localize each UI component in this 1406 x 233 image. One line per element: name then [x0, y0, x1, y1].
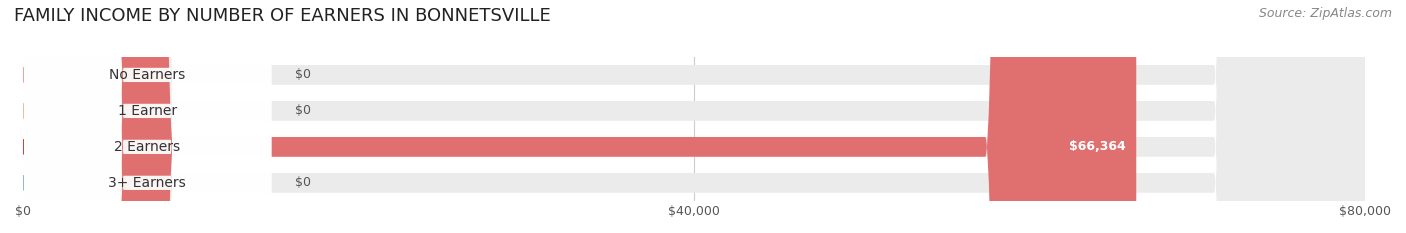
Text: 2 Earners: 2 Earners	[114, 140, 180, 154]
FancyBboxPatch shape	[22, 0, 271, 233]
Text: $0: $0	[295, 104, 311, 117]
FancyBboxPatch shape	[22, 0, 1136, 233]
FancyBboxPatch shape	[22, 0, 271, 233]
FancyBboxPatch shape	[22, 0, 1365, 233]
Text: $0: $0	[295, 176, 311, 189]
FancyBboxPatch shape	[22, 0, 1365, 233]
FancyBboxPatch shape	[22, 0, 271, 233]
Text: 3+ Earners: 3+ Earners	[108, 176, 186, 190]
Text: $0: $0	[295, 69, 311, 81]
Text: Source: ZipAtlas.com: Source: ZipAtlas.com	[1258, 7, 1392, 20]
FancyBboxPatch shape	[22, 0, 271, 233]
FancyBboxPatch shape	[22, 0, 1365, 233]
Text: $66,364: $66,364	[1069, 140, 1126, 153]
Text: 1 Earner: 1 Earner	[118, 104, 177, 118]
Text: FAMILY INCOME BY NUMBER OF EARNERS IN BONNETSVILLE: FAMILY INCOME BY NUMBER OF EARNERS IN BO…	[14, 7, 551, 25]
Text: No Earners: No Earners	[110, 68, 186, 82]
FancyBboxPatch shape	[22, 0, 1365, 233]
